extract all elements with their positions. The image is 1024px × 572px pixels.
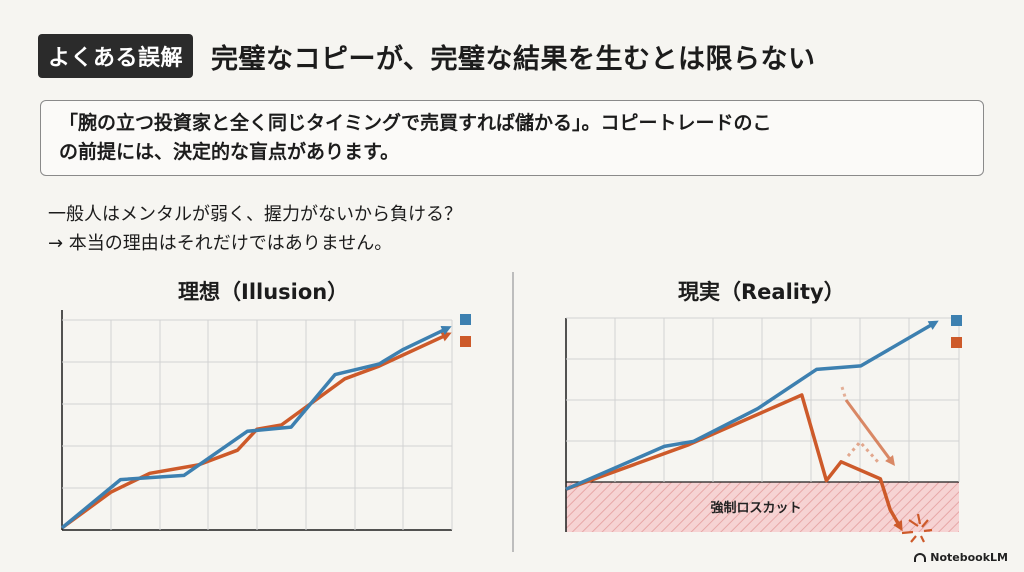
illusion-chart [60,310,471,531]
notebooklm-watermark: NotebookLM [914,551,1008,564]
brand-label: NotebookLM [930,551,1008,564]
orange-series-legend-marker [951,337,962,348]
header: よくある誤解 完璧なコピーが、完璧な結果を生むとは限らない [38,34,815,78]
premise-line-1: 「腕の立つ投資家と全く同じタイミングで売買すれば儲かる」。コピートレードのこ [59,112,772,134]
body-line-2: → 本当の理由はそれだけではありません。 [48,232,393,254]
slide-title: 完璧なコピーが、完璧な結果を生むとは限らない [211,43,816,75]
panel-divider [512,272,514,552]
reality-chart: 強制ロスカット [565,315,962,543]
illusion-orange-series-line [60,332,452,530]
forced-stop-loss-label: 強制ロスカット [710,500,801,516]
body-text: 一般人はメンタルが弱く、握力がないから負ける？ → 本当の理由はそれだけではあり… [48,201,462,259]
reality-chart-title: 現実（Reality） [678,280,845,304]
blue-series-legend-marker [460,314,471,325]
notebooklm-logo-icon [914,553,927,562]
blue-series-legend-marker [951,315,962,326]
illusion-chart-title: 理想（Illusion） [178,280,349,304]
body-line-1: 一般人はメンタルが弱く、握力がないから負ける？ [48,204,462,225]
illusion-grid [61,310,453,531]
orange-series-legend-marker [460,336,471,347]
illusion-blue-series-line [60,326,452,530]
premise-box: 「腕の立つ投資家と全く同じタイミングで売買すれば儲かる」。コピートレードのこ の… [40,100,984,176]
misconception-tag: よくある誤解 [38,34,194,78]
crash-burst-icon [901,513,933,543]
reality-blue-series-line [565,320,939,491]
ghost-arrows [840,386,895,467]
premise-line-2: の前提には、決定的な盲点があります。 [59,141,400,164]
reality-orange-series-line [565,393,903,532]
